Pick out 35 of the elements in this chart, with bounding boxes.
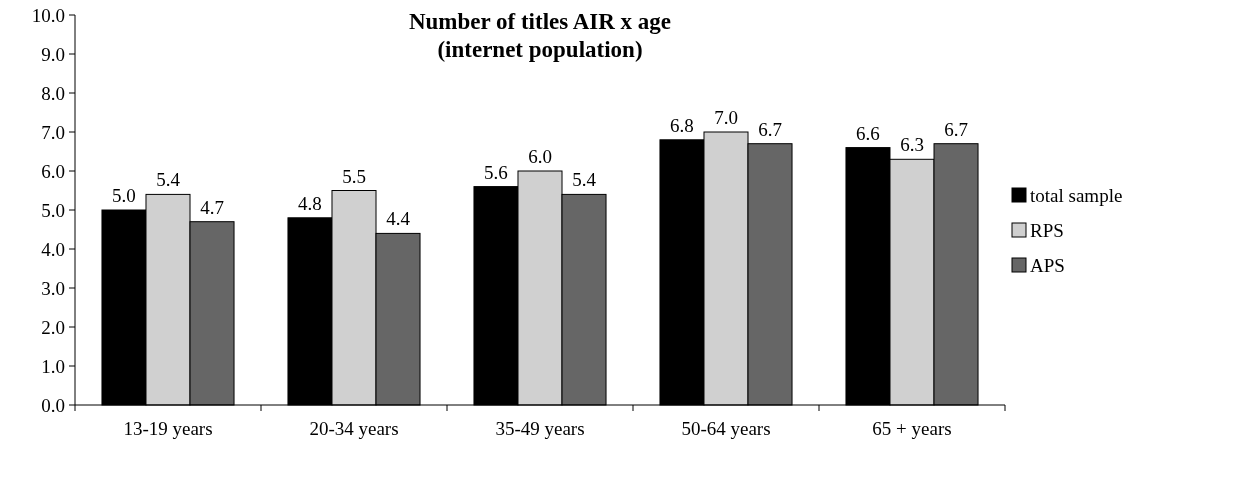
x-tick-label: 13-19 years [123,418,213,439]
data-label: 4.8 [298,192,322,214]
data-label: 6.0 [528,146,552,167]
y-tick-label: 10.0 [31,4,65,26]
data-label: 6.7 [944,118,968,140]
x-tick-label: 50-64 years [681,418,771,439]
y-tick-label: 0.0 [41,394,65,416]
y-tick-label: 8.0 [41,82,65,104]
data-label: 5.4 [572,169,597,191]
y-tick-label: 2.0 [41,316,65,338]
y-tick-label: 3.0 [41,277,65,299]
data-label: 5.4 [156,169,181,191]
y-tick-label: 7.0 [41,121,65,143]
data-label: 7.0 [714,107,738,128]
y-tick-label: 4.0 [41,238,65,260]
data-label: 6.8 [670,114,694,136]
chart-title: Number of titles AIR x age (internet population) [408,9,672,62]
data-label: 5.6 [484,161,508,183]
x-tick-label: 35-49 years [495,418,585,439]
data-label: 5.5 [342,165,366,187]
x-tick-label: 65 + years [872,418,952,439]
legend-label: APS [1030,254,1065,276]
y-tick-label: 5.0 [41,199,65,221]
data-label: 6.3 [900,134,924,156]
x-tick-label: 20-34 years [309,418,399,439]
legend-label: total sample [1030,184,1123,206]
data-label: 5.0 [112,185,136,206]
y-tick-label: 9.0 [41,43,65,65]
y-tick-label: 1.0 [41,355,65,377]
data-label: 6.7 [758,118,782,140]
legend-label: RPS [1030,219,1064,241]
data-label: 4.7 [200,196,224,218]
data-label: 4.4 [386,208,411,230]
data-label: 6.6 [856,122,880,144]
y-tick-label: 6.0 [41,160,65,182]
